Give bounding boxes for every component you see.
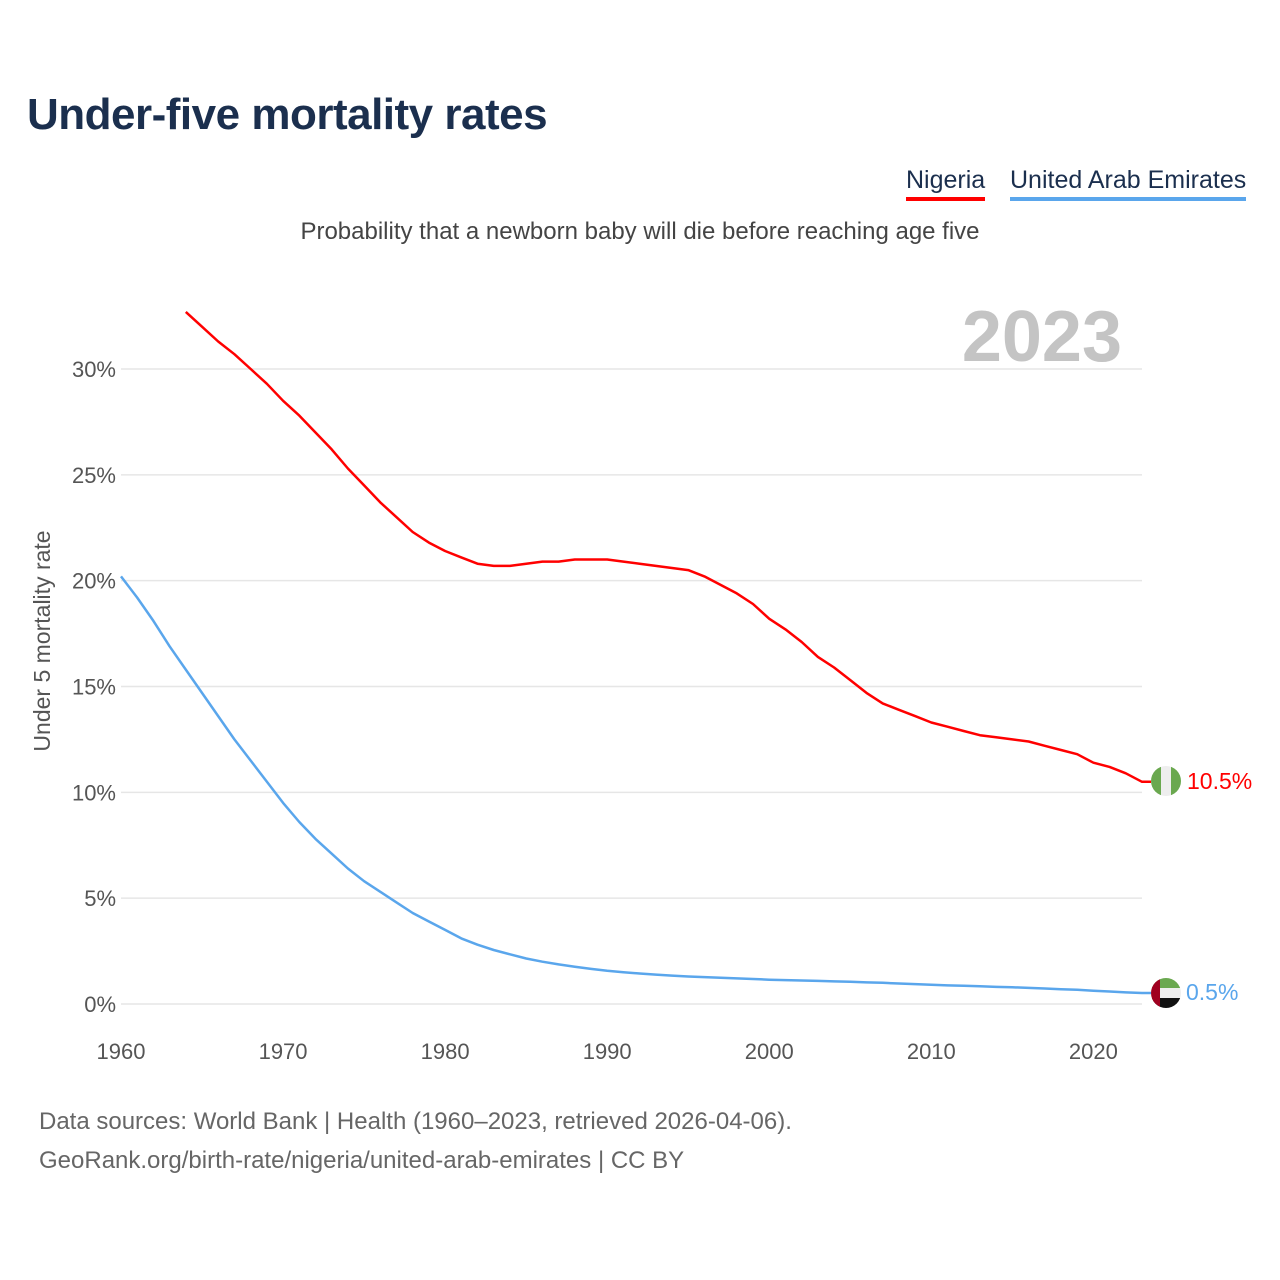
x-tick-label: 1980 xyxy=(421,1039,470,1064)
x-tick-label: 1970 xyxy=(259,1039,308,1064)
y-tick-label: 0% xyxy=(84,992,116,1017)
x-tick-label: 2010 xyxy=(907,1039,956,1064)
uae-end-label: 0.5% xyxy=(1186,979,1238,1005)
year-watermark: 2023 xyxy=(962,297,1122,377)
chart-title: Under-five mortality rates xyxy=(27,90,548,139)
chart-subtitle: Probability that a newborn baby will die… xyxy=(300,218,980,245)
legend-item-uae[interactable]: United Arab Emirates xyxy=(1010,166,1247,201)
x-tick-label: 1960 xyxy=(97,1039,146,1064)
y-tick-label: 15% xyxy=(72,675,116,700)
y-tick-label: 5% xyxy=(84,886,116,911)
x-tick-label: 2000 xyxy=(745,1039,794,1064)
x-tick-label: 1990 xyxy=(583,1039,632,1064)
x-tick-label: 2020 xyxy=(1069,1039,1118,1064)
y-axis-label: Under 5 mortality rate xyxy=(29,530,55,751)
nigeria-flag-icon xyxy=(1151,766,1181,796)
y-tick-label: 20% xyxy=(72,569,116,594)
series-line-uae xyxy=(120,575,1151,995)
uae-flag-icon xyxy=(1151,978,1181,1008)
nigeria-end-label: 10.5% xyxy=(1187,768,1252,794)
y-tick-label: 30% xyxy=(72,357,116,382)
y-tick-label: 25% xyxy=(72,463,116,488)
y-tick-label: 10% xyxy=(72,780,116,805)
legend-item-nigeria[interactable]: Nigeria xyxy=(906,166,986,201)
footer-link[interactable]: GeoRank.org/birth-rate/nigeria/united-ar… xyxy=(39,1147,685,1174)
series-line-nigeria xyxy=(184,310,1151,784)
footer-sources: Data sources: World Bank | Health (1960–… xyxy=(39,1108,792,1135)
